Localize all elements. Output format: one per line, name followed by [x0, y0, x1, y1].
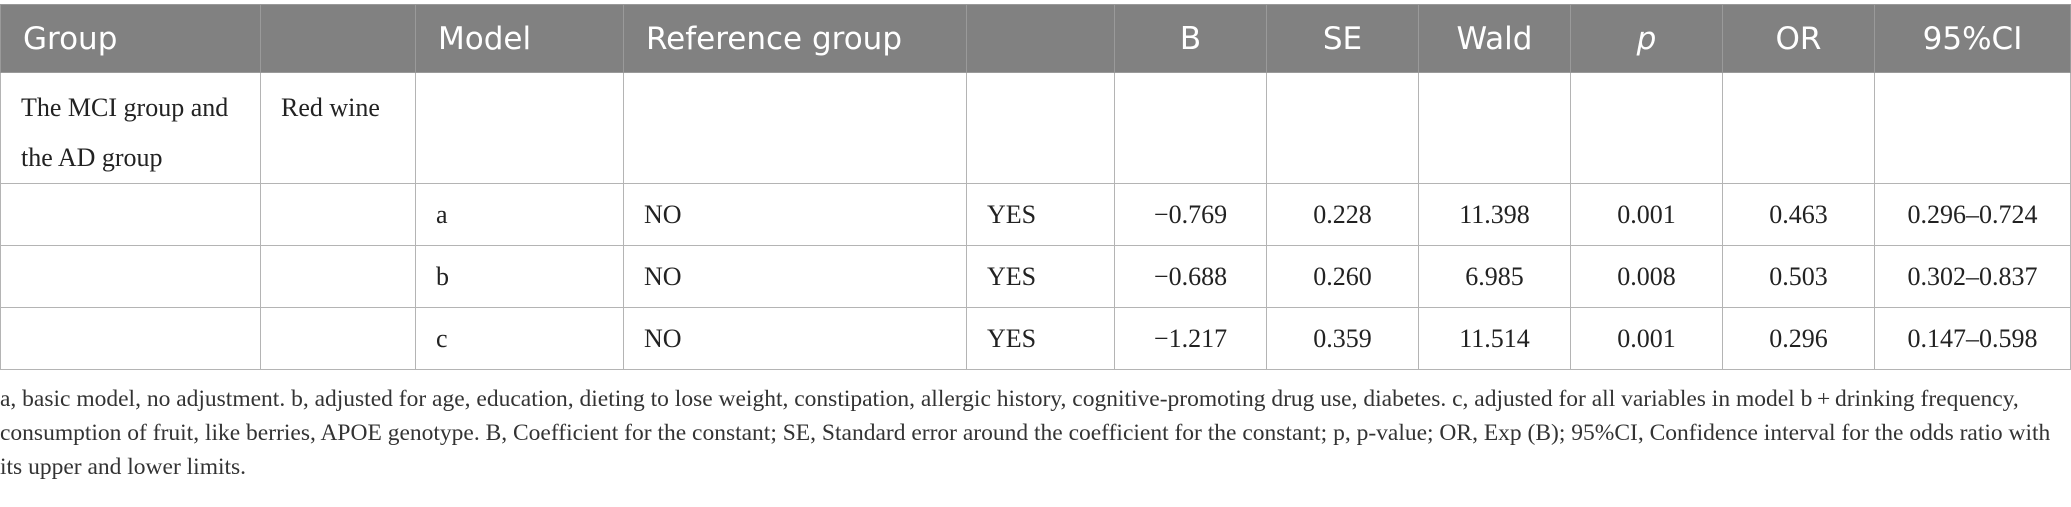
table-row: c NO YES −1.217 0.359 11.514 0.001 0.296… [0, 307, 2071, 370]
empty-cell [0, 245, 261, 308]
wald-cell: 11.398 [1418, 183, 1571, 246]
header-row: Group Model Reference group B SE Wald p … [0, 4, 2071, 73]
wald-cell: 11.514 [1418, 307, 1571, 370]
ci-cell: 0.296–0.724 [1874, 183, 2071, 246]
header-reference-group: Reference group [623, 4, 967, 73]
header-or: OR [1722, 4, 1875, 73]
group-cell: The MCI group and the AD group [0, 72, 261, 184]
empty-cell [0, 307, 261, 370]
p-cell: 0.008 [1570, 245, 1723, 308]
empty-cell [260, 183, 416, 246]
empty-cell [623, 72, 967, 184]
header-b: B [1114, 4, 1267, 73]
p-cell: 0.001 [1570, 307, 1723, 370]
regression-table: Group Model Reference group B SE Wald p … [0, 4, 2071, 370]
se-cell: 0.228 [1266, 183, 1419, 246]
header-variable [260, 4, 416, 73]
empty-cell [1114, 72, 1267, 184]
or-cell: 0.463 [1722, 183, 1875, 246]
model-cell: c [415, 307, 624, 370]
empty-cell [1266, 72, 1419, 184]
empty-cell [260, 245, 416, 308]
ci-cell: 0.302–0.837 [1874, 245, 2071, 308]
header-group: Group [0, 4, 261, 73]
header-p: p [1570, 4, 1723, 73]
empty-cell [0, 183, 261, 246]
reference-cell: YES [966, 245, 1115, 308]
model-cell: b [415, 245, 624, 308]
empty-cell [1874, 72, 2071, 184]
or-cell: 0.503 [1722, 245, 1875, 308]
wald-cell: 6.985 [1418, 245, 1571, 308]
header-se: SE [1266, 4, 1419, 73]
reference-cell: YES [966, 183, 1115, 246]
se-cell: 0.359 [1266, 307, 1419, 370]
header-wald: Wald [1418, 4, 1571, 73]
category-cell: NO [623, 307, 967, 370]
table-footnote: a, basic model, no adjustment. b, adjust… [0, 386, 2051, 480]
category-cell: NO [623, 183, 967, 246]
empty-cell [1570, 72, 1723, 184]
b-cell: −0.769 [1114, 183, 1267, 246]
category-cell: NO [623, 245, 967, 308]
empty-cell [415, 72, 624, 184]
empty-cell [260, 307, 416, 370]
reference-cell: YES [966, 307, 1115, 370]
b-cell: −0.688 [1114, 245, 1267, 308]
model-cell: a [415, 183, 624, 246]
header-model: Model [415, 4, 624, 73]
empty-cell [1418, 72, 1571, 184]
empty-cell [966, 72, 1115, 184]
table-row-group: The MCI group and the AD group Red wine [0, 72, 2071, 184]
ci-cell: 0.147–0.598 [1874, 307, 2071, 370]
table-row: a NO YES −0.769 0.228 11.398 0.001 0.463… [0, 183, 2071, 246]
variable-cell: Red wine [260, 72, 416, 184]
p-cell: 0.001 [1570, 183, 1723, 246]
b-cell: −1.217 [1114, 307, 1267, 370]
header-95ci: 95%CI [1874, 4, 2071, 73]
or-cell: 0.296 [1722, 307, 1875, 370]
se-cell: 0.260 [1266, 245, 1419, 308]
empty-cell [1722, 72, 1875, 184]
header-reference-value [966, 4, 1115, 73]
table-row: b NO YES −0.688 0.260 6.985 0.008 0.503 … [0, 245, 2071, 308]
